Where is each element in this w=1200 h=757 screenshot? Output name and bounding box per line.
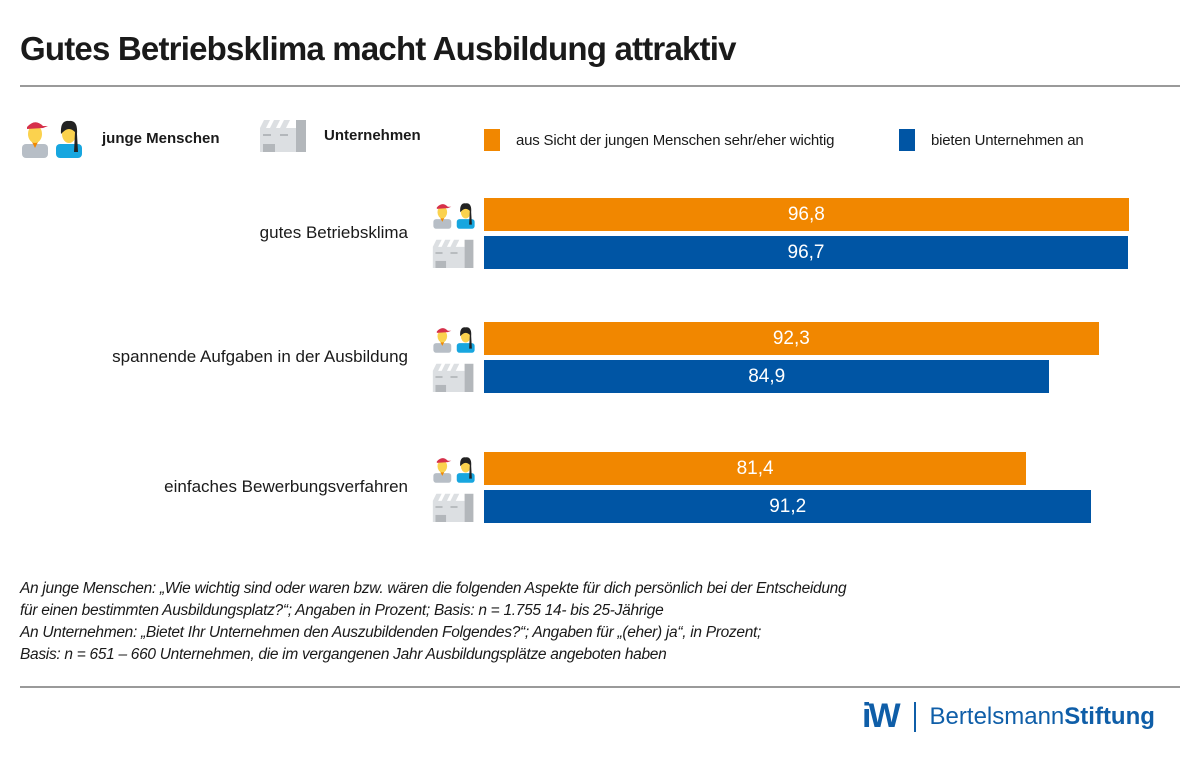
logo-text-bold: Stiftung [1064, 702, 1155, 730]
bar-value-label: 92,3 [772, 328, 810, 349]
bar: 84,9 [484, 360, 1050, 393]
bar: 96,8 [484, 198, 1129, 231]
footnote: An junge Menschen: „Wie wichtig sind ode… [20, 578, 847, 666]
young-people-icon [432, 324, 476, 359]
factory-icon [432, 238, 476, 273]
title-divider [20, 85, 1180, 87]
category-label: gutes Betriebsklima [259, 222, 408, 242]
legend-label-series-1: aus Sicht der jungen Menschen sehr/eher … [516, 131, 835, 149]
legend-group-young-people: junge Menschen [20, 118, 220, 158]
footnote-line: An Unternehmen: „Bietet Ihr Unternehmen … [20, 624, 762, 641]
legend-series-young-people: aus Sicht der jungen Menschen sehr/eher … [484, 129, 834, 151]
logo-separator [913, 701, 916, 732]
factory-icon [432, 362, 476, 397]
bar-value-label: 91,2 [769, 496, 807, 517]
young-people-icon [432, 200, 476, 235]
bar-chart: gutes Betriebsklima 96,8 96,7 spannende Auf… [112, 198, 1129, 527]
bar: 81,4 [484, 452, 1027, 485]
legend-label-series-2: bieten Unternehmen an [931, 131, 1084, 149]
young-people-icon [432, 454, 476, 489]
footnote-line: für einen bestimmten Ausbildungsplatz?“;… [20, 602, 664, 619]
young-people-icon [22, 120, 82, 158]
bar: 96,7 [484, 236, 1129, 269]
bar-value-label: 81,4 [736, 458, 774, 479]
bertelsmann-stiftung-logo: BertelsmannStiftung [930, 703, 1155, 731]
legend-label-young-people: junge Menschen [102, 129, 220, 147]
footnote-line: Basis: n = 651 – 660 Unternehmen, die im… [20, 646, 667, 663]
legend-group-companies: Unternehmen [260, 118, 421, 152]
legend-label-companies: Unternehmen [324, 126, 421, 144]
bar-value-label: 84,9 [748, 366, 786, 387]
factory-icon [432, 492, 476, 527]
bar: 91,2 [484, 490, 1092, 523]
category-label: spannende Aufgaben in der Ausbildung [112, 346, 408, 366]
bar: 92,3 [484, 322, 1099, 355]
footnote-line: An junge Menschen: „Wie wichtig sind ode… [20, 580, 847, 597]
legend-swatch-blue [899, 129, 915, 151]
legend-series-companies: bieten Unternehmen an [899, 129, 1084, 151]
chart-title: Gutes Betriebsklima macht Ausbildung att… [20, 30, 736, 67]
category-label: einfaches Bewerbungsverfahren [164, 476, 408, 496]
publisher-logos: iW BertelsmannStiftung [862, 697, 1155, 736]
bar-value-label: 96,8 [787, 204, 825, 225]
factory-icon [260, 120, 306, 152]
footer-divider [20, 686, 1180, 688]
legend-swatch-orange [484, 129, 500, 151]
bar-value-label: 96,7 [787, 242, 825, 263]
logo-text-light: Bertelsmann [929, 702, 1065, 730]
iw-logo: iW [862, 697, 901, 735]
